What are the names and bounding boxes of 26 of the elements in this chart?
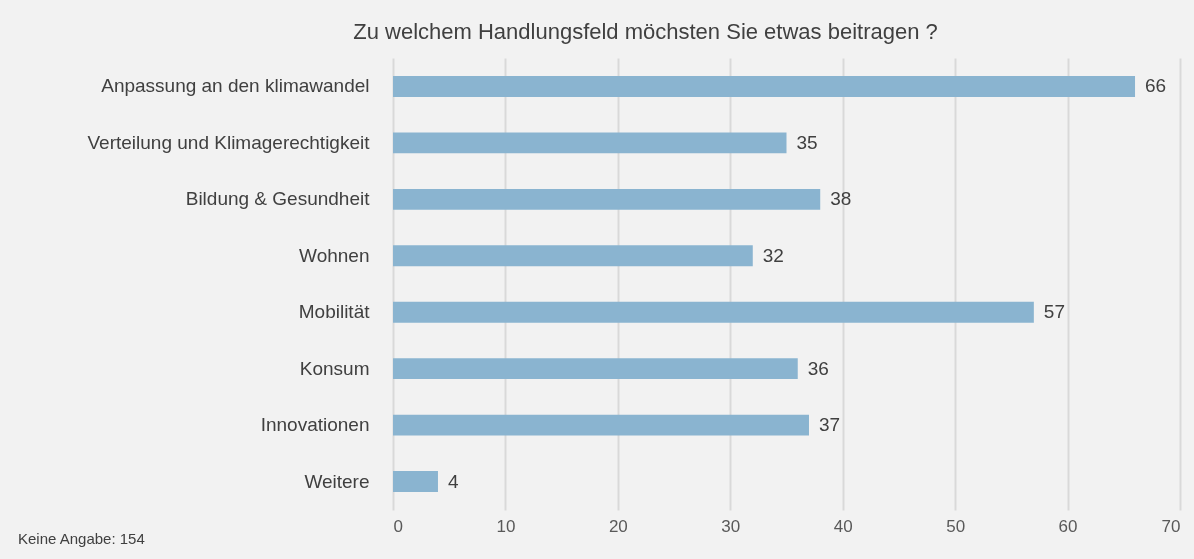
chart-title: Zu welchem Handlungsfeld möchsten Sie etwas beitragen ? bbox=[353, 19, 938, 44]
text: Keine Angabe: 154 bbox=[18, 530, 145, 547]
y-tick-label: Mobilität bbox=[298, 301, 371, 323]
data-label: 38 bbox=[830, 188, 852, 210]
x-tick-label: 30 bbox=[721, 516, 741, 536]
x-tick-label: 40 bbox=[833, 516, 853, 536]
y-tick-label: Anpassung an den klimawandel bbox=[101, 75, 370, 97]
data-label: 32 bbox=[762, 244, 784, 266]
data-label: 35 bbox=[796, 131, 818, 153]
data-label: 57 bbox=[1043, 301, 1065, 323]
x-tick-label: 10 bbox=[496, 516, 516, 536]
y-tick-label: Konsum bbox=[299, 357, 370, 379]
y-tick-label: Verteilung und Klimagerechtigkeit bbox=[87, 131, 371, 153]
data-label: 4 bbox=[447, 470, 459, 492]
x-tick-label: 70 bbox=[1161, 516, 1181, 536]
x-tick-label: 50 bbox=[946, 516, 966, 536]
x-tick-label: 20 bbox=[608, 516, 628, 536]
data-label: 66 bbox=[1145, 75, 1167, 97]
y-tick-label: Bildung & Gesundheit bbox=[185, 188, 371, 210]
x-tick-label: 60 bbox=[1058, 516, 1078, 536]
y-tick-label: Innovationen bbox=[260, 414, 370, 436]
data-label: 37 bbox=[818, 414, 841, 436]
data-label: 36 bbox=[807, 357, 829, 379]
x-tick-label: 0 bbox=[393, 516, 403, 536]
y-tick-label: Weitere bbox=[304, 470, 370, 492]
y-tick-label: Wohnen bbox=[299, 244, 370, 266]
